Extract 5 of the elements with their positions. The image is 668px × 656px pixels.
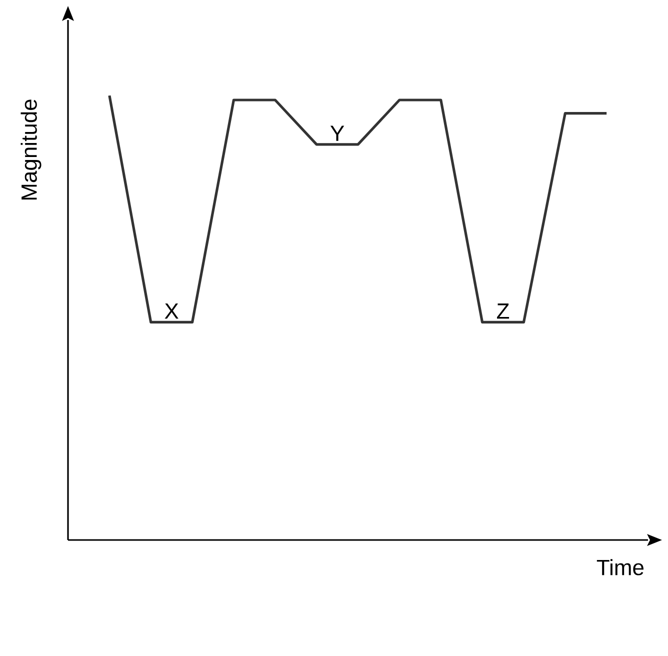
annotation: X [164, 304, 178, 319]
x-axis-title: Time [596, 559, 644, 576]
y-axis-title: Magnitude [20, 100, 42, 200]
annotation: Y [330, 126, 344, 141]
annotation: Z [496, 304, 510, 319]
